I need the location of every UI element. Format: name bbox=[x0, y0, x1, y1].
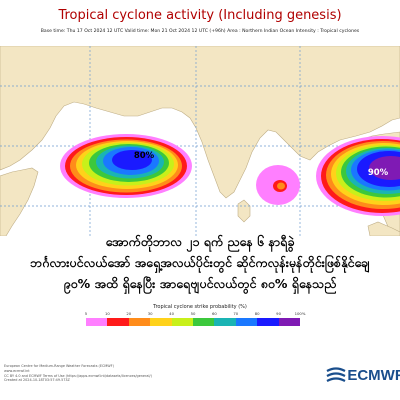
legend-tick: 10 bbox=[104, 311, 110, 316]
legend-swatch bbox=[192, 318, 215, 326]
probability-area-arabian-sea: 80% bbox=[60, 134, 192, 198]
legend-swatch bbox=[128, 318, 151, 326]
legend-tick: 60 bbox=[211, 311, 217, 316]
legend-tick: 5 bbox=[84, 311, 88, 316]
caption-line-3: ၉၀% အထိ ရှိနေပြီး အာရေဗျပင်လယ်တွင် ၈၀% ရ… bbox=[63, 276, 337, 291]
legend-swatch bbox=[235, 318, 258, 326]
chart-title: Tropical cyclone activity (Including gen… bbox=[58, 8, 342, 23]
footer-line: European Centre for Medium-Range Weather… bbox=[4, 364, 114, 368]
ecmwf-logo: ECMWF bbox=[325, 366, 400, 384]
legend-tick: 70 bbox=[233, 311, 239, 316]
legend-swatch bbox=[86, 318, 108, 326]
arabian-sea-probability-label: 80% bbox=[134, 151, 155, 161]
ecmwf-logo-text: ECMWF bbox=[347, 366, 400, 384]
legend-tick: 80 bbox=[254, 311, 260, 316]
legend-tick: 90 bbox=[276, 311, 282, 316]
legend-title: Tropical cyclone strike probability (%) bbox=[153, 304, 247, 310]
legend-swatch bbox=[214, 318, 236, 326]
grid-lines bbox=[0, 46, 400, 236]
land-sumatra bbox=[367, 221, 400, 236]
legend-swatch bbox=[278, 318, 300, 326]
footer-line: Created at 2024-10-18T03:57:49.573Z bbox=[4, 378, 70, 383]
legend-color-bar bbox=[86, 318, 300, 326]
chart-subtitle: Base time: Thu 17 Oct 2024 12 UTC Valid … bbox=[40, 29, 360, 34]
ecmwf-logo-icon bbox=[326, 367, 346, 382]
legend-ticks: 5 10 20 30 40 50 60 70 80 90 100% bbox=[84, 311, 322, 317]
land-sri-lanka bbox=[237, 199, 251, 223]
andaman-sea-probability-label: 90% bbox=[368, 168, 389, 178]
legend-swatch bbox=[171, 318, 193, 326]
footer-credits: European Centre for Medium-Range Weather… bbox=[4, 364, 152, 383]
footer-line: CC BY 4.0 and ECMWF Terms of Use (https:… bbox=[4, 373, 152, 378]
legend-tick: 20 bbox=[126, 311, 132, 316]
footer-line: www.ecmwf.int bbox=[4, 368, 30, 373]
land-africa bbox=[0, 167, 39, 236]
legend-swatch bbox=[107, 318, 129, 326]
legend-tick: 50 bbox=[190, 311, 196, 316]
probability-area-bay-of-bengal bbox=[256, 165, 300, 205]
legend-swatch bbox=[150, 318, 172, 326]
probability-area-andaman-sea: 90% bbox=[316, 136, 400, 216]
caption-line-2: ဘင်္ဂလားပင်လယ်အော် အရှေ့အလယ်ပိုင်းတွင် ဆ… bbox=[30, 255, 370, 270]
legend-swatch bbox=[257, 318, 279, 326]
legend-tick: 30 bbox=[147, 311, 153, 316]
legend-tick: 40 bbox=[169, 311, 175, 316]
legend-tick: 100% bbox=[294, 311, 306, 316]
caption-line-1: အောက်တိုဘာလ ၂၁ ရက် ညနေ ၆ နာရီခွဲ bbox=[105, 234, 295, 249]
